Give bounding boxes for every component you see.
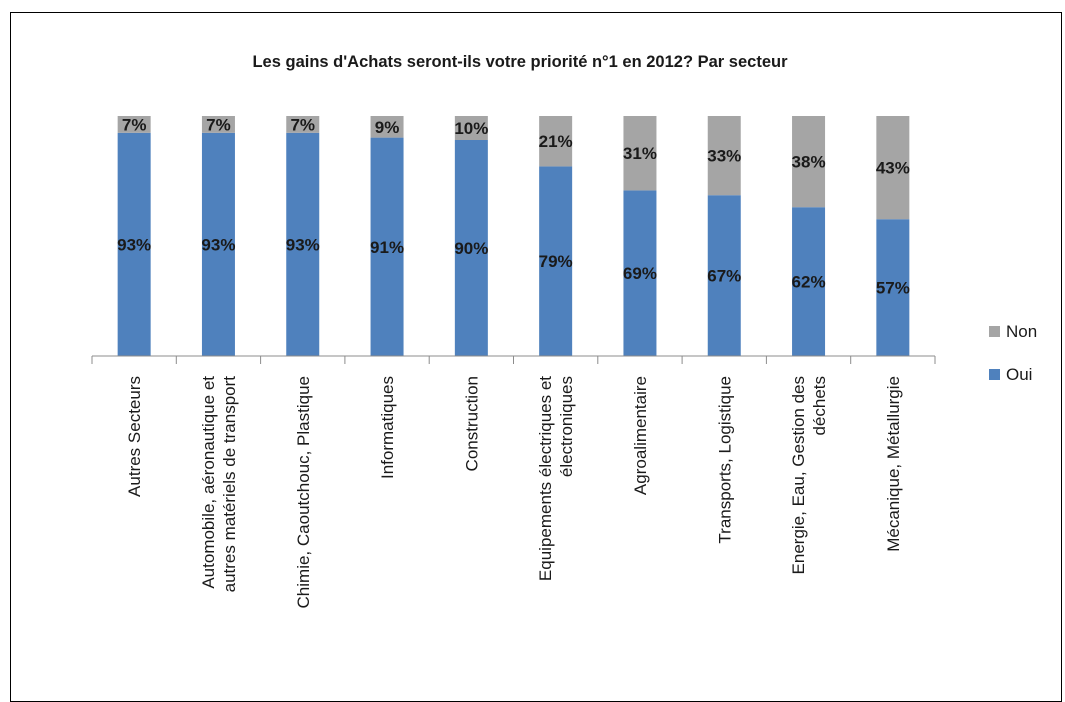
bar-non-4 xyxy=(454,116,488,140)
data-label-non-6: 31% xyxy=(623,144,657,163)
category-label-8: Energie, Eau, Gestion des déchets xyxy=(789,376,829,574)
category-label-7: Transports, Logistique xyxy=(715,376,734,544)
data-label-non-9: 43% xyxy=(876,159,910,178)
bar-oui-6 xyxy=(623,190,657,356)
data-label-oui-2: 93% xyxy=(286,235,320,254)
bar-non-6 xyxy=(623,116,657,191)
data-label-non-2: 7% xyxy=(290,115,315,134)
category-label-4: Construction xyxy=(462,376,481,471)
legend-swatch-0 xyxy=(989,326,1000,337)
bar-non-0 xyxy=(117,116,151,133)
data-label-non-4: 10% xyxy=(454,119,488,138)
bar-oui-9 xyxy=(876,219,910,356)
data-labels-layer: 93% 7% 93% 7% 93% 7% 91% 9% 90% 10% 79% 21% 69% 31% 67… xyxy=(117,115,910,297)
bar-oui-8 xyxy=(792,207,826,356)
category-label-6: Agroalimentaire xyxy=(631,376,650,495)
data-label-non-1: 7% xyxy=(206,115,231,134)
data-label-oui-8: 62% xyxy=(792,273,826,292)
category-label-9: Mécanique, Métallurgie xyxy=(884,376,903,552)
data-label-oui-0: 93% xyxy=(117,235,151,254)
data-label-oui-7: 67% xyxy=(707,267,741,286)
data-label-non-5: 21% xyxy=(539,132,573,151)
bar-non-9 xyxy=(876,116,910,220)
data-label-non-3: 9% xyxy=(375,118,400,137)
data-label-oui-9: 57% xyxy=(876,279,910,298)
data-label-oui-1: 93% xyxy=(201,235,235,254)
x-axis xyxy=(91,355,936,364)
category-label-2: Chimie, Caoutchouc, Plastique xyxy=(294,376,313,608)
bar-non-3 xyxy=(370,116,404,138)
category-label-1: Automobile, aéronautique et autres matéri… xyxy=(199,376,239,593)
data-label-oui-3: 91% xyxy=(370,238,404,257)
bars-layer xyxy=(117,116,910,356)
bar-oui-7 xyxy=(707,195,741,356)
bar-non-8 xyxy=(792,116,826,208)
category-label-0: Autres Secteurs xyxy=(125,376,144,497)
data-label-non-0: 7% xyxy=(122,115,147,134)
legend-label-1: Oui xyxy=(1006,365,1032,384)
bar-oui-4 xyxy=(454,140,488,356)
data-label-oui-5: 79% xyxy=(539,252,573,271)
chart-title: Les gains d'Achats seront-ils votre prio… xyxy=(252,53,788,71)
bar-oui-1 xyxy=(201,132,235,356)
bar-oui-3 xyxy=(370,137,404,356)
stacked-bar-chart: Les gains d'Achats seront-ils votre prio… xyxy=(91,53,1037,609)
bar-non-1 xyxy=(201,116,235,133)
bar-non-2 xyxy=(286,116,320,133)
category-label-5: Equipements électriques et électroniques xyxy=(536,376,576,581)
legend: Non Oui xyxy=(989,322,1037,384)
legend-swatch-1 xyxy=(989,369,1000,380)
data-label-non-8: 38% xyxy=(792,153,826,172)
legend-label-0: Non xyxy=(1006,322,1037,341)
data-label-non-7: 33% xyxy=(707,147,741,166)
bar-oui-0 xyxy=(117,132,151,356)
data-label-oui-6: 69% xyxy=(623,264,657,283)
bar-non-7 xyxy=(707,116,741,196)
bar-non-5 xyxy=(539,116,573,167)
category-label-3: Informatiques xyxy=(378,376,397,479)
bar-oui-2 xyxy=(286,132,320,356)
data-label-oui-4: 90% xyxy=(454,239,488,258)
bar-oui-5 xyxy=(539,166,573,356)
category-labels-layer: Autres Secteurs Automobile, aéronautique … xyxy=(125,376,903,609)
